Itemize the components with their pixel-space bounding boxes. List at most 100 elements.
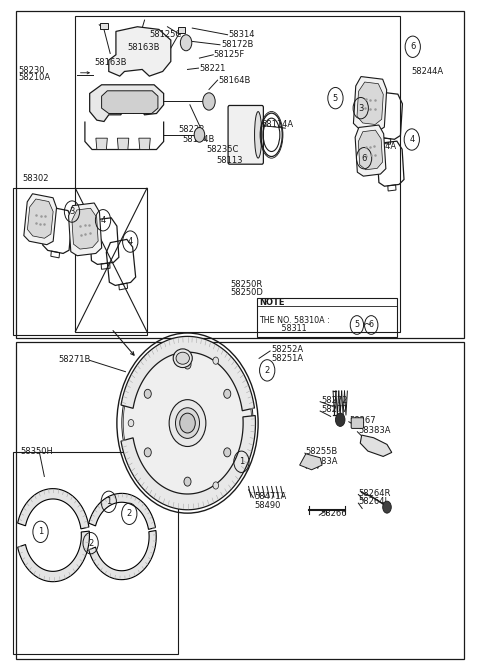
Ellipse shape <box>213 357 218 364</box>
Text: 58125F: 58125F <box>214 50 245 59</box>
Bar <box>16 11 464 338</box>
Polygon shape <box>90 85 164 121</box>
Text: 58244A: 58244A <box>364 142 396 151</box>
Text: 58314: 58314 <box>228 29 254 39</box>
Polygon shape <box>102 91 158 113</box>
Text: 58244A: 58244A <box>412 67 444 76</box>
FancyBboxPatch shape <box>351 417 364 428</box>
Polygon shape <box>27 199 53 239</box>
Text: 5: 5 <box>354 320 360 330</box>
Text: 58255B: 58255B <box>306 448 338 456</box>
Text: 58230: 58230 <box>18 66 45 74</box>
Text: 1: 1 <box>239 457 244 466</box>
Text: 58172B: 58172B <box>221 40 253 49</box>
Text: THE NO. 58310A :: THE NO. 58310A : <box>259 316 330 325</box>
Text: 58350H: 58350H <box>21 448 53 456</box>
Text: 3: 3 <box>69 207 75 216</box>
Text: 58164B: 58164B <box>183 135 215 144</box>
Text: 4: 4 <box>128 237 133 246</box>
Text: 58221: 58221 <box>199 64 226 72</box>
Ellipse shape <box>213 482 218 489</box>
Ellipse shape <box>176 408 200 438</box>
Circle shape <box>194 127 204 142</box>
Ellipse shape <box>144 448 151 457</box>
Ellipse shape <box>224 389 231 398</box>
Bar <box>257 298 397 337</box>
Text: 58277: 58277 <box>321 405 348 414</box>
Text: 58251A: 58251A <box>271 354 303 363</box>
Text: 58383A: 58383A <box>306 457 338 466</box>
Polygon shape <box>300 454 322 470</box>
Polygon shape <box>121 415 255 510</box>
Text: ~: ~ <box>364 320 372 330</box>
Text: 58471A: 58471A <box>254 492 287 501</box>
Circle shape <box>203 93 215 110</box>
Polygon shape <box>72 208 98 249</box>
Circle shape <box>336 413 345 426</box>
Polygon shape <box>109 27 171 76</box>
Ellipse shape <box>180 413 195 433</box>
Polygon shape <box>24 194 57 245</box>
Text: 58311: 58311 <box>259 324 307 334</box>
Ellipse shape <box>128 419 134 427</box>
Text: 58252A: 58252A <box>271 345 303 354</box>
Text: 58163B: 58163B <box>128 43 160 52</box>
Text: 58383A: 58383A <box>359 426 391 435</box>
Text: 58272: 58272 <box>321 396 348 405</box>
Text: 1: 1 <box>38 527 43 536</box>
Polygon shape <box>357 82 383 125</box>
Text: 6: 6 <box>410 42 416 52</box>
Text: 4: 4 <box>409 135 414 144</box>
Ellipse shape <box>176 352 190 364</box>
Text: NOTE: NOTE <box>259 297 285 307</box>
Bar <box>16 342 464 659</box>
Polygon shape <box>69 203 102 256</box>
Bar <box>13 188 147 335</box>
Polygon shape <box>18 488 89 529</box>
Polygon shape <box>89 493 156 529</box>
FancyBboxPatch shape <box>228 105 264 164</box>
Text: 58164B: 58164B <box>218 76 251 84</box>
Circle shape <box>180 35 192 51</box>
Polygon shape <box>353 76 387 131</box>
Text: 2: 2 <box>264 366 270 375</box>
Text: 58250R: 58250R <box>230 280 263 289</box>
Ellipse shape <box>254 112 262 158</box>
Text: 58114A: 58114A <box>262 121 294 129</box>
Text: 6: 6 <box>361 153 367 163</box>
Text: 3: 3 <box>358 104 363 113</box>
Ellipse shape <box>224 448 231 457</box>
Ellipse shape <box>122 339 253 507</box>
Polygon shape <box>121 336 254 411</box>
Text: 6: 6 <box>369 320 374 330</box>
Text: 58302: 58302 <box>23 174 49 184</box>
Text: 58113: 58113 <box>216 155 242 165</box>
Polygon shape <box>355 125 386 176</box>
Text: 1: 1 <box>106 497 111 507</box>
Ellipse shape <box>173 349 192 368</box>
Text: 58264R: 58264R <box>359 488 391 498</box>
Text: 2: 2 <box>127 509 132 519</box>
Polygon shape <box>117 138 129 149</box>
Text: 58163B: 58163B <box>95 58 127 67</box>
Text: 4: 4 <box>100 216 106 224</box>
Text: 58125C: 58125C <box>149 29 181 39</box>
Polygon shape <box>360 435 392 456</box>
Ellipse shape <box>144 389 151 398</box>
Polygon shape <box>96 138 108 149</box>
Polygon shape <box>89 531 156 580</box>
Text: 58267: 58267 <box>350 416 376 425</box>
Polygon shape <box>100 23 108 29</box>
Ellipse shape <box>184 360 191 369</box>
Text: 58266: 58266 <box>320 509 347 519</box>
Polygon shape <box>139 138 150 149</box>
Ellipse shape <box>123 341 252 505</box>
Text: 58210A: 58210A <box>18 73 50 82</box>
Bar <box>75 16 400 332</box>
Ellipse shape <box>184 477 191 486</box>
Text: 58264L: 58264L <box>359 497 389 507</box>
Polygon shape <box>178 27 185 34</box>
Ellipse shape <box>169 399 206 446</box>
Text: 58250D: 58250D <box>230 289 264 297</box>
Text: 58271B: 58271B <box>59 355 91 364</box>
